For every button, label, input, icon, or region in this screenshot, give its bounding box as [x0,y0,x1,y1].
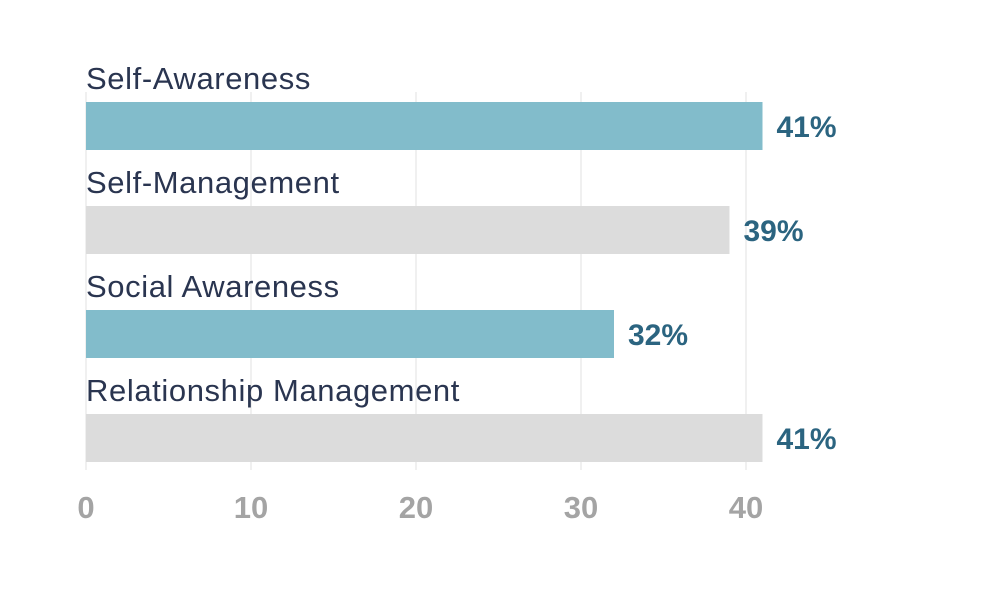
grid-lines [85,92,747,470]
value-label: 41% [777,111,837,144]
category-label: Social Awareness [86,269,340,304]
x-tick-label: 30 [564,490,598,525]
category-label: Relationship Management [86,373,460,408]
x-tick-label: 10 [234,490,268,525]
x-axis-ticks: 0 10 20 30 40 [77,490,763,525]
x-tick-label: 40 [729,490,763,525]
bar [86,206,730,254]
x-tick-label: 20 [399,490,433,525]
bar [86,414,763,462]
value-label: 32% [628,319,688,352]
x-tick-label: 0 [77,490,94,525]
bars [86,102,763,462]
value-labels: 41% 39% 32% 41% [628,111,837,456]
value-label: 39% [744,215,804,248]
category-label: Self-Management [86,165,340,200]
bar [86,102,763,150]
bar [86,310,614,358]
category-label: Self-Awareness [86,61,311,96]
category-labels: Self-Awareness Self-Management Social Awar… [86,61,460,408]
value-label: 41% [777,423,837,456]
